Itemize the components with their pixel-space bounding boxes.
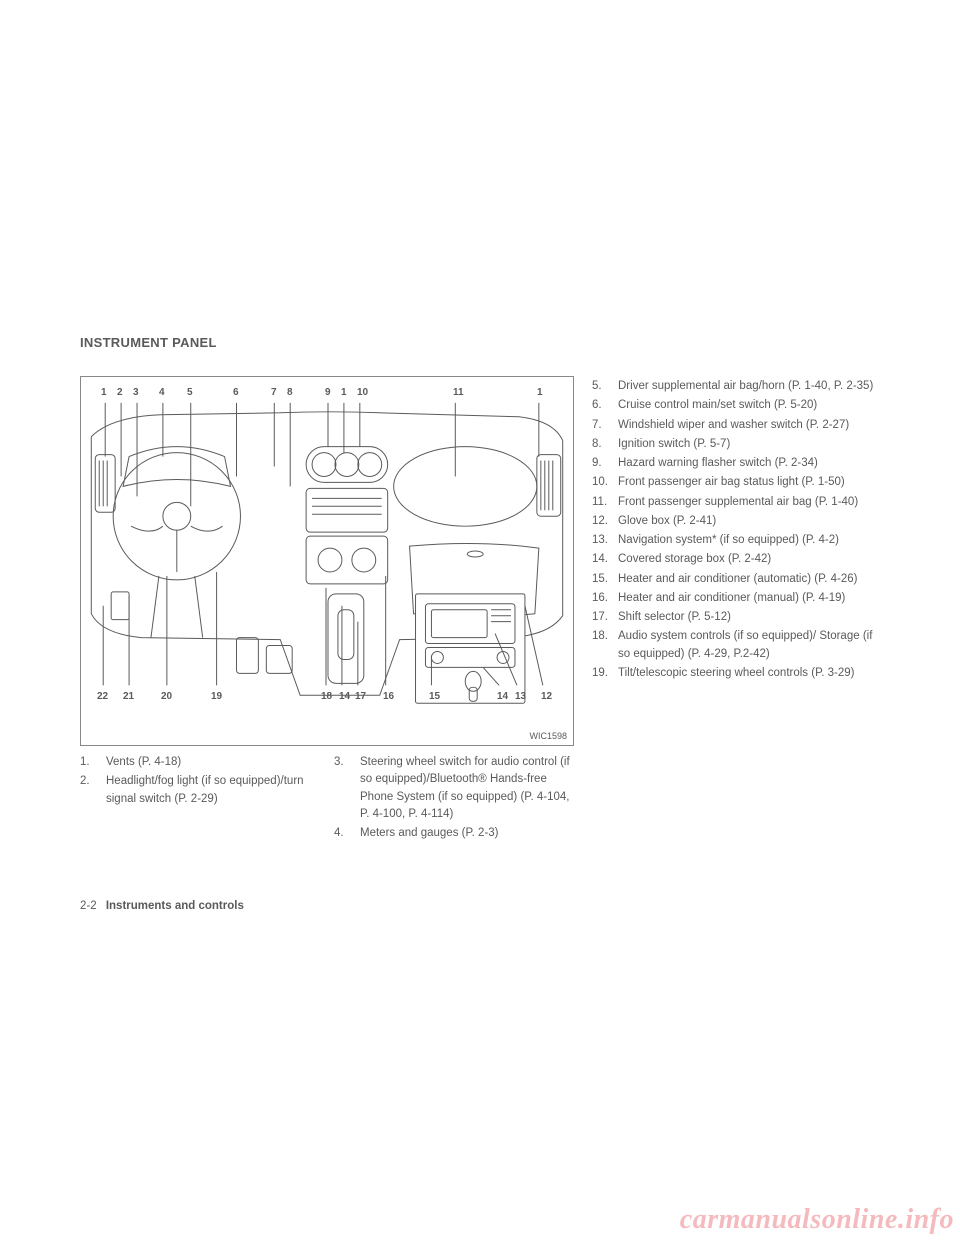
- legend-text: Headlight/fog light (if so equipped)/tur…: [106, 773, 320, 808]
- callout-number: 12: [541, 691, 552, 702]
- callout-number: 14: [339, 691, 350, 702]
- legend-item: 19.Tilt/telescopic steering wheel contro…: [592, 665, 880, 682]
- legend-text: Audio system controls (if so equipped)/ …: [618, 628, 880, 663]
- legend-text: Shift selector (P. 5-12): [618, 609, 880, 626]
- legend-item: 16.Heater and air conditioner (manual) (…: [592, 590, 880, 607]
- legend-text: Covered storage box (P. 2-42): [618, 551, 880, 568]
- legend-num: 10.: [592, 474, 618, 491]
- callout-number: 14: [497, 691, 508, 702]
- legend-item: 8.Ignition switch (P. 5-7): [592, 436, 880, 453]
- legend-item: 6.Cruise control main/set switch (P. 5-2…: [592, 397, 880, 414]
- legend-item: 4.Meters and gauges (P. 2-3): [334, 825, 574, 842]
- legend-item: 12.Glove box (P. 2-41): [592, 513, 880, 530]
- legend-num: 9.: [592, 455, 618, 472]
- legend-right: 5.Driver supplemental air bag/horn (P. 1…: [592, 376, 880, 844]
- legend-num: 4.: [334, 825, 360, 842]
- callout-number: 11: [453, 387, 464, 398]
- watermark: carmanualsonline.info: [680, 1204, 954, 1236]
- legend-num: 8.: [592, 436, 618, 453]
- callout-number: 2: [117, 387, 123, 398]
- legend-col-1: 1.Vents (P. 4-18)2.Headlight/fog light (…: [80, 754, 320, 844]
- legend-text: Front passenger air bag status light (P.…: [618, 474, 880, 491]
- callout-number: 16: [383, 691, 394, 702]
- legend-item: 7.Windshield wiper and washer switch (P.…: [592, 417, 880, 434]
- legend-text: Ignition switch (P. 5-7): [618, 436, 880, 453]
- callout-number: 20: [161, 691, 172, 702]
- legend-item: 18.Audio system controls (if so equipped…: [592, 628, 880, 663]
- legend-num: 11.: [592, 494, 618, 511]
- legend-text: Hazard warning flasher switch (P. 2-34): [618, 455, 880, 472]
- callout-number: 1: [341, 387, 347, 398]
- callout-number: 6: [233, 387, 239, 398]
- legend-item: 17.Shift selector (P. 5-12): [592, 609, 880, 626]
- callout-number: 17: [355, 691, 366, 702]
- callout-number: 1: [101, 387, 107, 398]
- legend-num: 7.: [592, 417, 618, 434]
- legend-below: 1.Vents (P. 4-18)2.Headlight/fog light (…: [80, 754, 574, 844]
- legend-text: Windshield wiper and washer switch (P. 2…: [618, 417, 880, 434]
- legend-num: 1.: [80, 754, 106, 771]
- legend-text: Tilt/telescopic steering wheel controls …: [618, 665, 880, 682]
- legend-item: 15.Heater and air conditioner (automatic…: [592, 571, 880, 588]
- legend-num: 19.: [592, 665, 618, 682]
- figure-block: 123456789110111 222120191814171615141312: [80, 376, 574, 844]
- legend-num: 16.: [592, 590, 618, 607]
- legend-num: 12.: [592, 513, 618, 530]
- page-number: 2-2: [80, 900, 97, 912]
- legend-item: 11.Front passenger supplemental air bag …: [592, 494, 880, 511]
- callout-number: 13: [515, 691, 526, 702]
- legend-text: Heater and air conditioner (automatic) (…: [618, 571, 880, 588]
- callout-number: 8: [287, 387, 293, 398]
- legend-col-2: 3.Steering wheel switch for audio contro…: [334, 754, 574, 844]
- callout-number: 1: [537, 387, 543, 398]
- legend-text: Vents (P. 4-18): [106, 754, 320, 771]
- legend-item: 9.Hazard warning flasher switch (P. 2-34…: [592, 455, 880, 472]
- legend-item: 10.Front passenger air bag status light …: [592, 474, 880, 491]
- dashboard-diagram: [81, 377, 573, 745]
- legend-item: 5.Driver supplemental air bag/horn (P. 1…: [592, 378, 880, 395]
- legend-num: 14.: [592, 551, 618, 568]
- legend-text: Steering wheel switch for audio control …: [360, 754, 574, 823]
- footer-section: Instruments and controls: [106, 900, 244, 912]
- callout-number: 21: [123, 691, 134, 702]
- legend-num: 13.: [592, 532, 618, 549]
- legend-item: 3.Steering wheel switch for audio contro…: [334, 754, 574, 823]
- figure-frame: 123456789110111 222120191814171615141312: [80, 376, 574, 746]
- legend-text: Navigation system* (if so equipped) (P. …: [618, 532, 880, 549]
- legend-item: 1.Vents (P. 4-18): [80, 754, 320, 771]
- legend-text: Heater and air conditioner (manual) (P. …: [618, 590, 880, 607]
- legend-text: Meters and gauges (P. 2-3): [360, 825, 574, 842]
- content-row: 123456789110111 222120191814171615141312: [80, 376, 880, 844]
- legend-text: Driver supplemental air bag/horn (P. 1-4…: [618, 378, 880, 395]
- legend-text: Cruise control main/set switch (P. 5-20): [618, 397, 880, 414]
- legend-num: 5.: [592, 378, 618, 395]
- callout-number: 4: [159, 387, 165, 398]
- section-title: INSTRUMENT PANEL: [80, 335, 880, 350]
- legend-num: 18.: [592, 628, 618, 663]
- legend-text: Front passenger supplemental air bag (P.…: [618, 494, 880, 511]
- callout-number: 9: [325, 387, 331, 398]
- callout-number: 22: [97, 691, 108, 702]
- callout-number: 15: [429, 691, 440, 702]
- legend-num: 17.: [592, 609, 618, 626]
- legend-num: 15.: [592, 571, 618, 588]
- figure-id: WIC1598: [529, 731, 567, 741]
- legend-num: 6.: [592, 397, 618, 414]
- callout-number: 19: [211, 691, 222, 702]
- legend-item: 13.Navigation system* (if so equipped) (…: [592, 532, 880, 549]
- legend-num: 3.: [334, 754, 360, 823]
- callout-number: 5: [187, 387, 193, 398]
- callout-number: 3: [133, 387, 139, 398]
- legend-item: 2.Headlight/fog light (if so equipped)/t…: [80, 773, 320, 808]
- legend-num: 2.: [80, 773, 106, 808]
- legend-text: Glove box (P. 2-41): [618, 513, 880, 530]
- page-content: INSTRUMENT PANEL 123456789110111 2221201…: [80, 335, 880, 844]
- page-footer: 2-2 Instruments and controls: [80, 900, 244, 912]
- callout-number: 7: [271, 387, 277, 398]
- legend-item: 14.Covered storage box (P. 2-42): [592, 551, 880, 568]
- callout-number: 18: [321, 691, 332, 702]
- callout-number: 10: [357, 387, 368, 398]
